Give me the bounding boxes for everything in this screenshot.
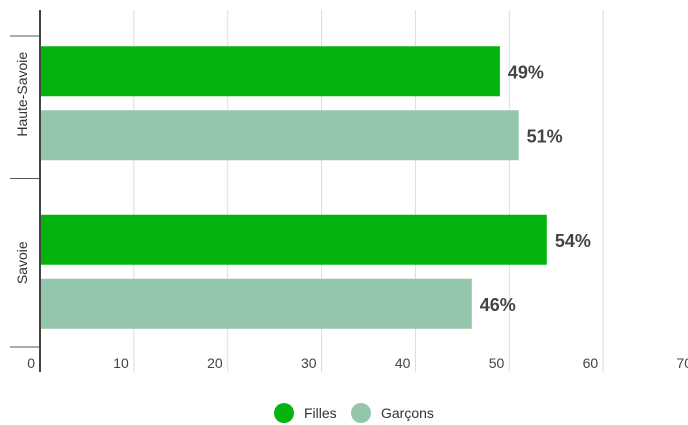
legend-swatch-icon (274, 403, 294, 423)
category-label: Haute-Savoie (14, 52, 30, 137)
axes (10, 10, 41, 372)
bar-filles (40, 214, 547, 265)
data-label: 46% (480, 295, 516, 315)
legend-swatch-icon (351, 403, 371, 423)
legend-item-garcons[interactable]: Garçons (351, 403, 434, 423)
legend-label: Filles (304, 405, 337, 421)
x-tick-label: 70 (676, 355, 688, 371)
labels: 0 10 20 30 40 50 60 70 49% 51% Haute-Savoie 54% 46% S… (14, 52, 688, 371)
x-tick-label: 10 (113, 355, 129, 371)
legend-item-filles[interactable]: Filles (274, 403, 337, 423)
data-label: 54% (555, 231, 591, 251)
x-tick-label: 40 (395, 355, 411, 371)
data-label: 49% (508, 62, 544, 82)
bar-filles (40, 46, 500, 97)
bar-garcons (40, 278, 472, 329)
legend[interactable]: Filles Garçons (274, 403, 434, 423)
bars (40, 46, 547, 329)
legend-label: Garçons (381, 405, 434, 421)
x-tick-label: 30 (301, 355, 317, 371)
x-tick-label: 60 (583, 355, 599, 371)
data-label: 51% (527, 126, 563, 146)
x-tick-label: 0 (27, 355, 35, 371)
x-tick-label: 20 (207, 355, 223, 371)
category-label: Savoie (14, 241, 30, 284)
x-tick-label: 50 (489, 355, 505, 371)
bar-garcons (40, 110, 519, 161)
